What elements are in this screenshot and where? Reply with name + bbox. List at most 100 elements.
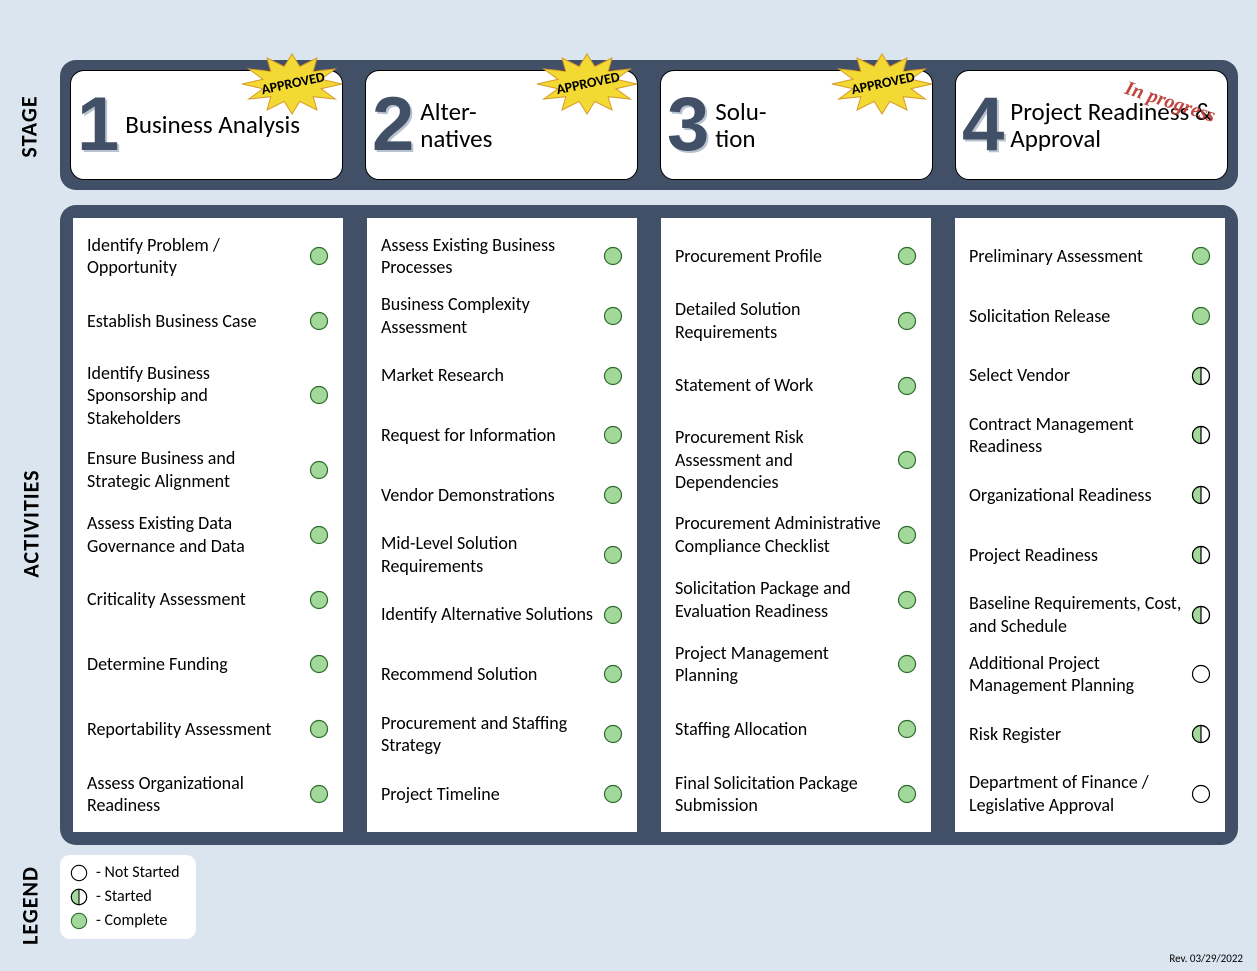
activity-item: Statement of Work [675,362,917,410]
activity-label: Project Timeline [381,783,595,806]
stage-tile-4: 4Project Readiness & ApprovalIn progress [955,70,1228,180]
activity-item: Market Research [381,352,623,400]
activity-item: Contract Management Readiness [969,411,1211,459]
activity-label: Select Vendor [969,364,1183,387]
activity-label: Identify Business Sponsorship and Stakeh… [87,362,301,430]
status-dot-started [1191,485,1211,505]
stage-number: 3 [667,87,709,163]
activity-label: Final Solicitation Package Submission [675,772,889,817]
activity-label: Project Management Planning [675,642,889,687]
activity-label: Project Readiness [969,544,1183,567]
status-dot-complete [897,590,917,610]
activity-label: Preliminary Assessment [969,245,1183,268]
stage-tile-2: 2Alter-nativesAPPROVED [365,70,638,180]
status-dot-complete [897,525,917,545]
legend-label: - Not Started [96,861,180,885]
status-dot-started [1191,724,1211,744]
activity-label: Procurement Risk Assessment and Dependen… [675,426,889,494]
activity-item: Mid-Level Solution Requirements [381,531,623,579]
stage-number: 4 [962,87,1004,163]
activity-item: Request for Information [381,411,623,459]
status-dot-complete [603,366,623,386]
activity-label: Contract Management Readiness [969,413,1183,458]
status-dot-complete [309,719,329,739]
activity-label: Detailed Solution Requirements [675,298,889,343]
activity-item: Additional Project Management Planning [969,650,1211,698]
status-dot-complete [897,719,917,739]
activity-column-3: Procurement Profile Detailed Solution Req… [660,217,932,833]
activity-label: Mid-Level Solution Requirements [381,532,595,577]
status-dot-complete [603,784,623,804]
legend-row: - Started [70,885,180,909]
activity-label: Identify Problem / Opportunity [87,234,301,279]
activity-label: Procurement and Staffing Strategy [381,712,595,757]
activity-label: Reportability Assessment [87,718,301,741]
status-dot-complete [897,311,917,331]
activity-item: Procurement Profile [675,232,917,280]
activity-label: Organizational Readiness [969,484,1183,507]
activity-label: Business Complexity Assessment [381,293,595,338]
activity-item: Assess Organizational Readiness [87,770,329,818]
stage-title: Alter-natives [420,98,492,153]
activity-label: Ensure Business and Strategic Alignment [87,447,301,492]
status-dot-complete [897,376,917,396]
status-dot-complete [603,425,623,445]
activity-item: Baseline Requirements, Cost, and Schedul… [969,591,1211,639]
page-canvas: STAGE ACTIVITIES LEGEND 1Business Analys… [0,0,1257,971]
status-dot-complete [603,545,623,565]
activity-label: Identify Alternative Solutions [381,603,595,626]
status-dot-complete [309,311,329,331]
status-dot-notstarted [1191,664,1211,684]
status-dot-started [1191,605,1211,625]
activity-item: Ensure Business and Strategic Alignment [87,446,329,494]
status-dot-started [1191,545,1211,565]
status-dot-complete [603,306,623,326]
status-dot-started [1191,425,1211,445]
activity-item: Detailed Solution Requirements [675,297,917,345]
status-dot-complete [603,724,623,744]
status-dot-complete [603,246,623,266]
stage-title: Project Readiness & Approval [1010,98,1219,153]
activity-item: Project Timeline [381,770,623,818]
activity-label: Procurement Administrative Compliance Ch… [675,512,889,557]
legend-label: - Complete [96,909,167,933]
burst-label: APPROVED [849,68,915,98]
status-dot-complete [1191,306,1211,326]
activity-item: Recommend Solution [381,650,623,698]
activity-label: Assess Existing Business Processes [381,234,595,279]
activity-item: Reportability Assessment [87,705,329,753]
activity-label: Solicitation Package and Evaluation Read… [675,577,889,622]
stage-row: 1Business AnalysisAPPROVED2Alter-natives… [60,60,1238,190]
activity-item: Solicitation Release [969,292,1211,340]
status-dot-started [70,888,88,906]
activity-label: Department of Finance / Legislative Appr… [969,771,1183,816]
activity-item: Solicitation Package and Evaluation Read… [675,576,917,624]
activity-label: Criticality Assessment [87,588,301,611]
stage-number: 2 [372,87,414,163]
activity-label: Market Research [381,364,595,387]
activity-item: Organizational Readiness [969,471,1211,519]
legend-row: - Complete [70,909,180,933]
activity-label: Request for Information [381,424,595,447]
activity-column-1: Identify Problem / Opportunity Establish … [72,217,344,833]
activity-label: Establish Business Case [87,310,301,333]
activity-item: Department of Finance / Legislative Appr… [969,770,1211,818]
approved-burst: APPROVED [825,49,940,119]
activity-item: Determine Funding [87,640,329,688]
approved-burst: APPROVED [530,49,645,119]
activity-item: Procurement and Staffing Strategy [381,710,623,758]
activity-item: Establish Business Case [87,297,329,345]
activity-item: Identify Business Sponsorship and Stakeh… [87,362,329,430]
status-dot-complete [309,590,329,610]
status-dot-notstarted [70,864,88,882]
status-dot-complete [309,525,329,545]
activity-label: Statement of Work [675,374,889,397]
status-dot-complete [309,385,329,405]
legend-box: - Not Started - Started - Complete [60,855,196,939]
status-dot-complete [309,246,329,266]
activity-item: Select Vendor [969,352,1211,400]
activity-label: Additional Project Management Planning [969,652,1183,697]
activity-item: Project Readiness [969,531,1211,579]
activity-label: Determine Funding [87,653,301,676]
side-label-legend: LEGEND [17,856,44,956]
